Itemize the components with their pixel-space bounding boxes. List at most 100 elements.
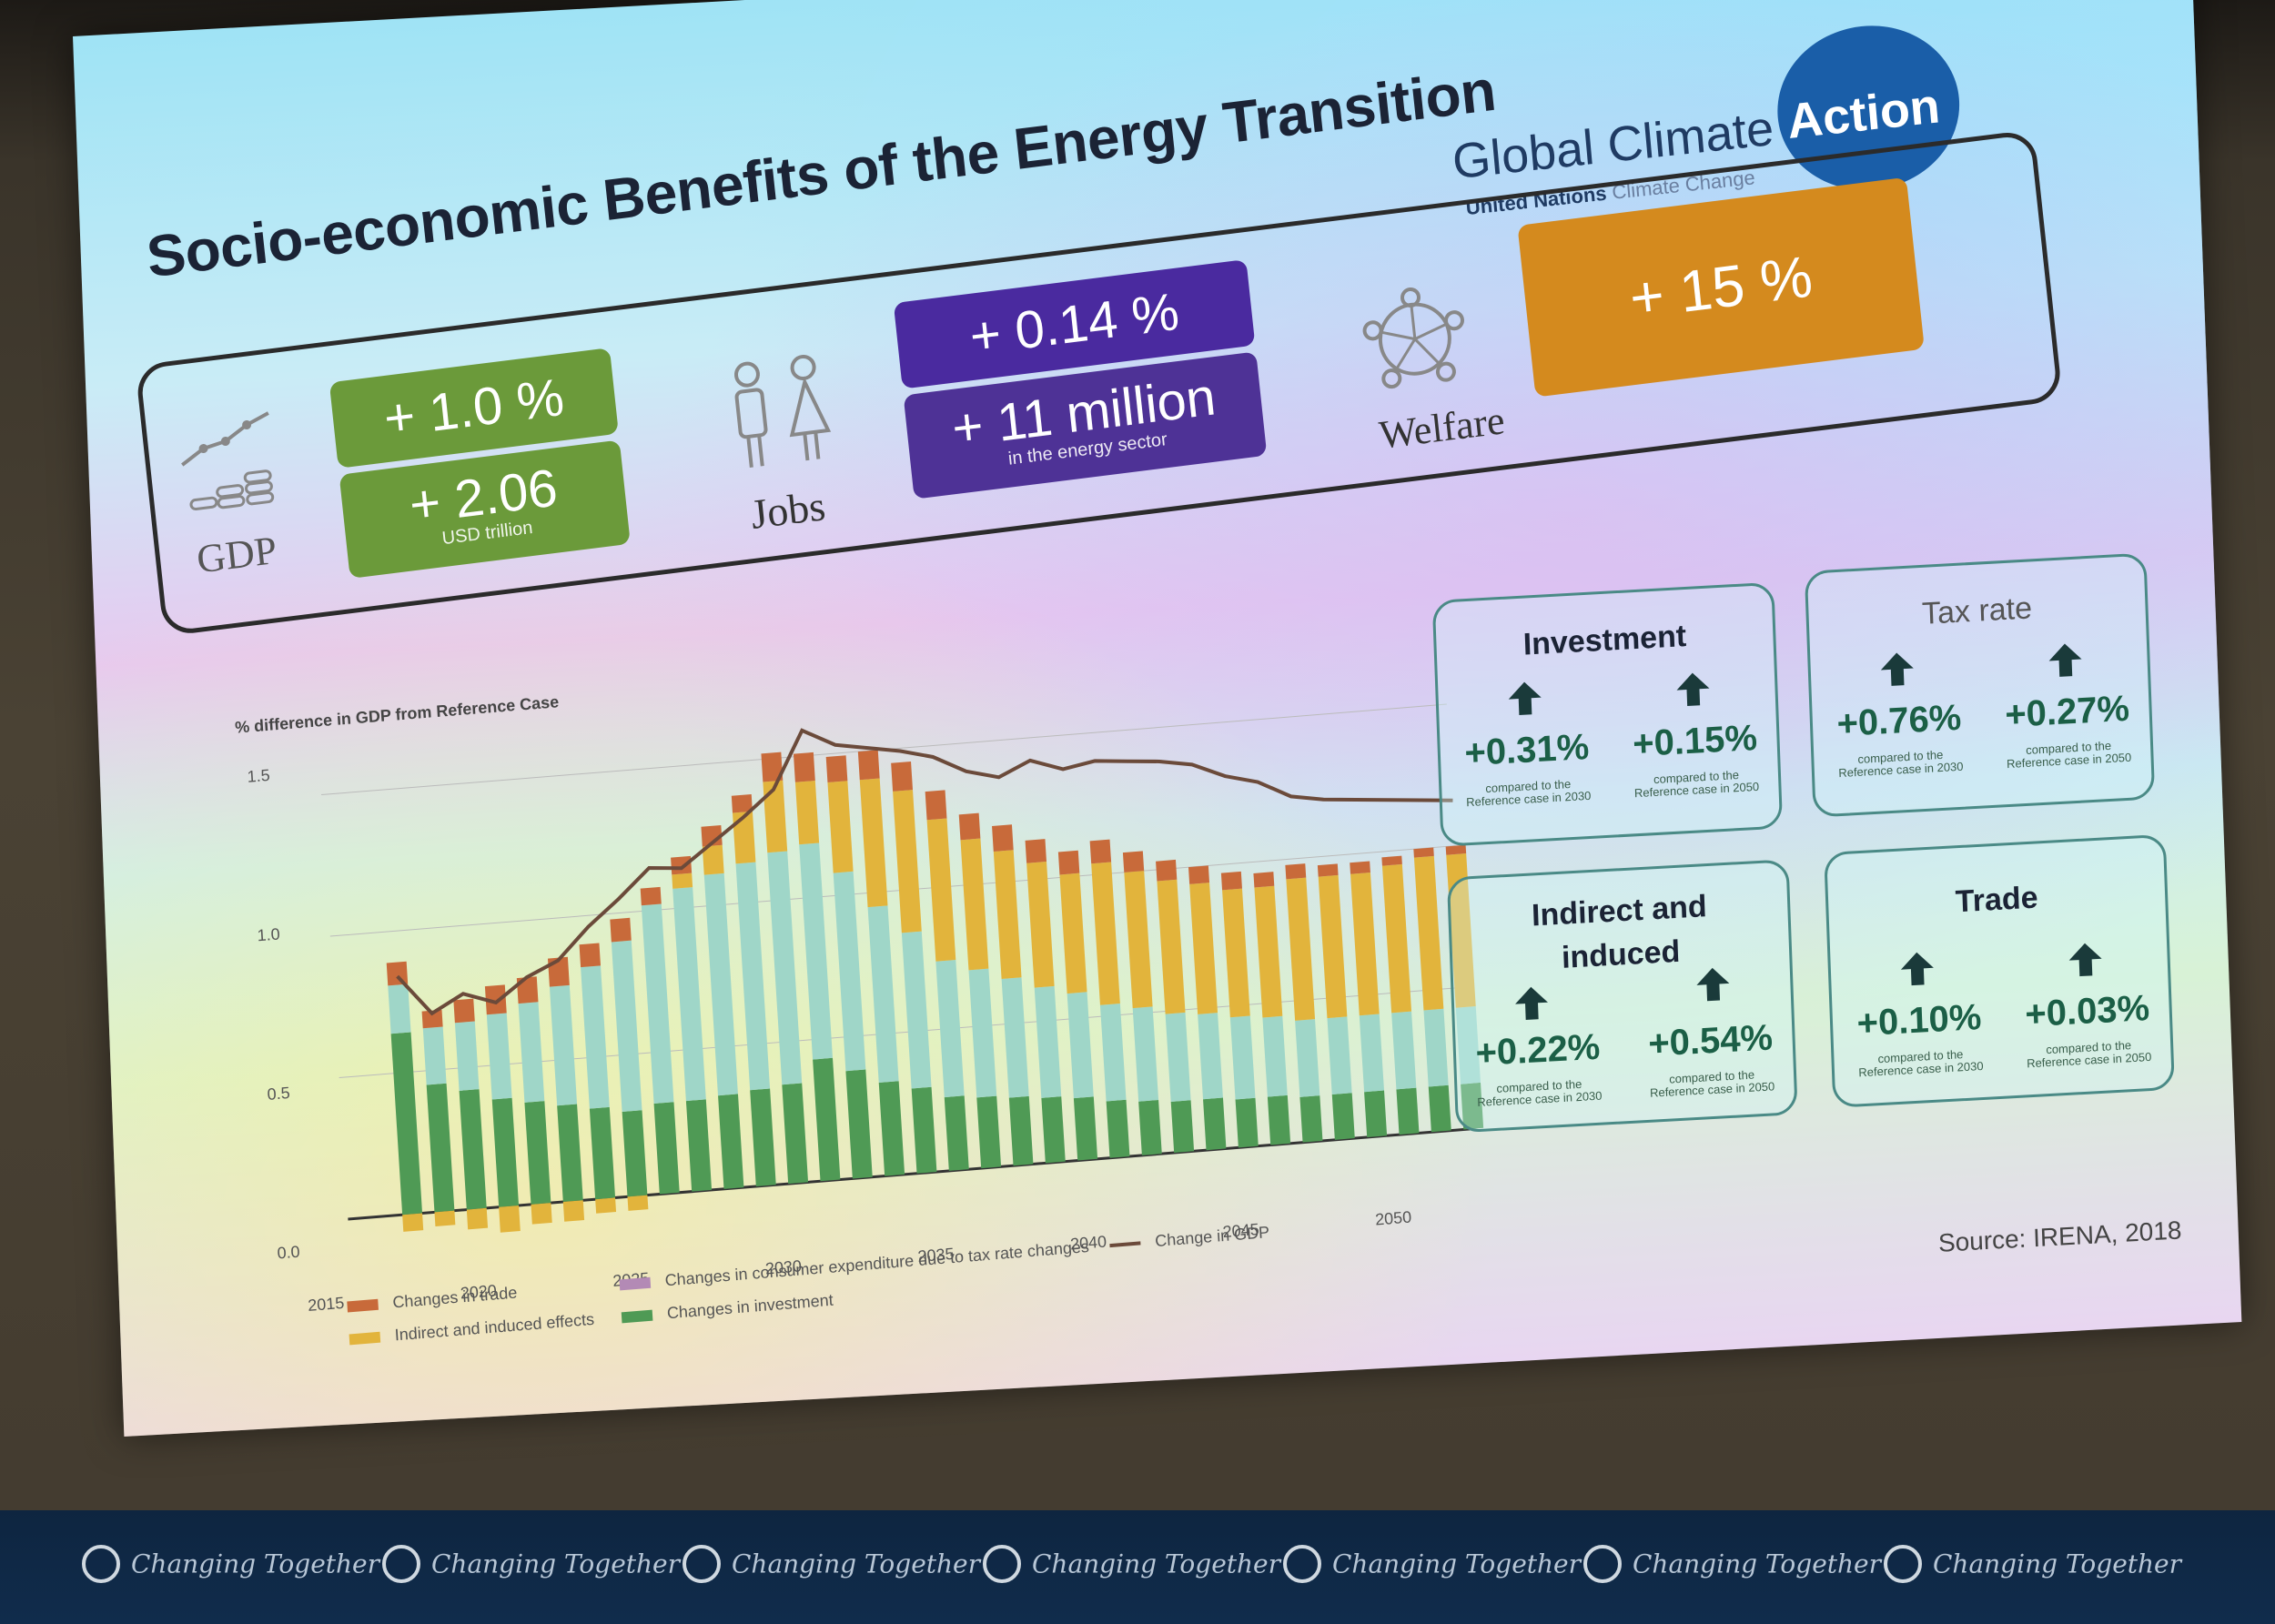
trade-left-note: compared to the Reference case in 2030: [1858, 1047, 1984, 1080]
gridline-1: [329, 845, 1456, 937]
bar-2045-series-1: [1295, 1019, 1320, 1097]
bar-2024-series-2: [627, 1195, 649, 1211]
bar-2019-series-3: [453, 998, 475, 1024]
bar-2036-series-2: [993, 850, 1022, 979]
bar-2039-series-3: [1089, 839, 1112, 864]
bar-2027-series-2: [702, 844, 724, 875]
bar-2031-series-2: [827, 781, 854, 873]
bar-2038-series-1: [1067, 992, 1094, 1099]
bar-2024-series-3: [610, 917, 632, 943]
tax-right-value: +0.27%: [2004, 688, 2130, 736]
bar-2026-series-1: [672, 887, 706, 1102]
bar-2037-series-1: [1034, 985, 1062, 1098]
bar-2049-series-1: [1423, 1008, 1449, 1087]
bar-2050-series-1: [1455, 1005, 1481, 1084]
bar-2028-series-0: [750, 1088, 776, 1186]
legend-investment: Changes in investment: [621, 1291, 834, 1327]
tax-left-up-arrow-icon: [1880, 652, 1914, 686]
bar-2021-series-1: [518, 1002, 545, 1103]
investment-card: Investment +0.31% +0.15% compared to the…: [1431, 581, 1784, 847]
bar-2026-series-3: [671, 855, 693, 875]
gridline-0: [348, 1127, 1474, 1221]
legend-trade-swatch: [347, 1299, 379, 1313]
bar-2018-series-2: [434, 1210, 456, 1226]
bar-2040-series-2: [1124, 871, 1153, 1009]
banner-tagline: Changing Together: [1032, 1548, 1281, 1579]
bar-2042-series-3: [1188, 865, 1210, 884]
bar-2024-series-0: [622, 1110, 648, 1197]
bar-2039-series-0: [1106, 1099, 1130, 1158]
bar-2031-series-0: [845, 1069, 873, 1179]
bar-2037-series-0: [1041, 1096, 1066, 1164]
legend-indirect-swatch: [349, 1331, 381, 1346]
projected-slide: Socio-economic Benefits of the Energy Tr…: [73, 0, 2242, 1437]
bar-2040-series-3: [1122, 851, 1145, 873]
bar-2039-series-2: [1091, 862, 1120, 1005]
bar-2032-series-2: [859, 778, 888, 908]
tax-rate-card: Tax rate +0.76% +0.27% compared to the R…: [1804, 552, 2156, 818]
bar-2046-series-1: [1327, 1016, 1352, 1095]
jobs-percent-value: + 0.14 %: [966, 281, 1182, 367]
bar-2021-series-0: [524, 1101, 551, 1205]
bar-2028-series-2: [732, 811, 756, 864]
legend-gdp-line-swatch: [1109, 1241, 1141, 1248]
bar-2046-series-2: [1318, 874, 1348, 1019]
banner-item-5: Changing Together: [1283, 1545, 1581, 1583]
bar-2019-series-2: [466, 1207, 489, 1230]
bar-2035-series-3: [958, 812, 981, 841]
investment-left-note: compared to the Reference case in 2030: [1465, 777, 1592, 810]
bar-2022-series-1: [549, 984, 578, 1106]
tax-rate-card-title: Tax rate: [1921, 590, 2033, 631]
bar-2021-series-2: [531, 1203, 552, 1225]
bar-2020-series-2: [499, 1205, 521, 1233]
indirect-right-value: +0.54%: [1647, 1017, 1774, 1064]
bar-2033-series-1: [901, 931, 932, 1089]
legend-investment-swatch: [621, 1309, 653, 1324]
tax-right-up-arrow-icon: [2048, 643, 2082, 677]
bar-2029-series-2: [763, 780, 788, 853]
bar-2033-series-3: [891, 762, 914, 792]
banner-tagline: Changing Together: [1633, 1548, 1882, 1579]
banner-tagline: Changing Together: [131, 1548, 380, 1579]
bar-2024-series-1: [611, 940, 642, 1113]
banner-item-6: Changing Together: [1583, 1545, 1881, 1583]
trade-card-title: Trade: [1955, 880, 2039, 920]
bar-2038-series-3: [1057, 850, 1080, 875]
bar-2037-series-2: [1026, 861, 1055, 988]
indirect-card: Indirect and induced +0.22% +0.54% compa…: [1446, 859, 1798, 1134]
cop-logo-icon: [82, 1545, 120, 1583]
x-tick-2015: 2015: [307, 1293, 345, 1315]
bar-2047-series-1: [1359, 1014, 1384, 1093]
bar-2046-series-3: [1317, 863, 1339, 877]
bar-2020-series-3: [484, 984, 507, 1015]
bar-2050-series-2: [1446, 853, 1476, 1008]
bar-2036-series-3: [992, 824, 1014, 852]
bar-2030-series-1: [799, 842, 833, 1060]
bar-2027-series-1: [703, 873, 738, 1096]
legend-indirect: Indirect and induced effects: [349, 1310, 595, 1349]
cop-logo-icon: [1283, 1545, 1321, 1583]
bar-2032-series-0: [878, 1081, 905, 1176]
bar-2029-series-3: [761, 751, 784, 782]
bar-2022-series-0: [557, 1104, 583, 1203]
jobs-people-icon: [733, 354, 832, 468]
event-banner: Changing Together Changing Together Chan…: [0, 1510, 2275, 1624]
bar-2025-series-1: [641, 903, 674, 1104]
bar-2034-series-2: [926, 818, 956, 962]
indirect-left-value: +0.22%: [1474, 1026, 1602, 1074]
bar-2035-series-1: [968, 968, 997, 1098]
bar-2032-series-1: [867, 905, 899, 1083]
bar-2045-series-2: [1286, 877, 1316, 1021]
banner-item-3: Changing Together: [682, 1545, 980, 1583]
banner-tagline: Changing Together: [1332, 1548, 1582, 1579]
trade-left-value: +0.10%: [1855, 996, 1983, 1044]
bar-2049-series-0: [1428, 1084, 1451, 1133]
bar-2033-series-0: [911, 1086, 937, 1174]
bar-2026-series-2: [672, 873, 693, 889]
bar-2043-series-1: [1229, 1015, 1256, 1100]
bar-2038-series-2: [1059, 873, 1087, 994]
investment-right-up-arrow-icon: [1676, 672, 1710, 707]
bar-2030-series-2: [794, 781, 820, 845]
bar-2033-series-2: [893, 790, 922, 933]
bar-2048-series-3: [1381, 855, 1402, 866]
